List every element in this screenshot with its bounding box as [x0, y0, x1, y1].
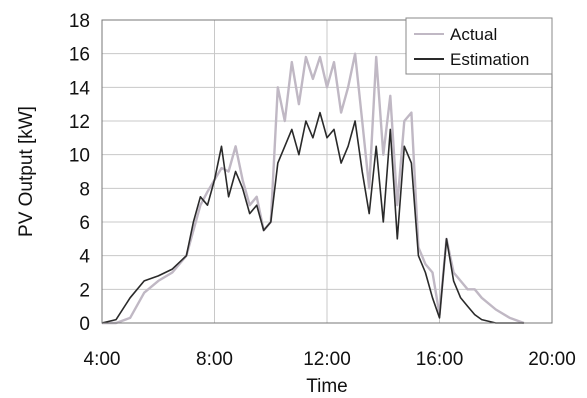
series-line-estimation [101, 111, 524, 324]
legend-box [405, 17, 553, 75]
x-tick-label: 8:00 [196, 349, 233, 370]
legend: Actual Estimation [405, 17, 553, 75]
y-axis-title: PV Output [kW] [16, 106, 37, 237]
x-axis-title: Time [306, 376, 348, 397]
y-tick-label: 12 [69, 112, 90, 133]
y-tick-label: 14 [69, 78, 91, 99]
x-tick-label: 12:00 [303, 349, 351, 370]
legend-label-actual: Actual [450, 25, 497, 44]
y-tick-label: 4 [79, 247, 90, 268]
y-tick-label: 10 [69, 146, 90, 167]
x-tick-labels: 4:00 8:00 12:00 16:00 20:00 [84, 349, 576, 370]
y-tick-label: 18 [69, 11, 90, 32]
x-tick-label: 20:00 [528, 349, 576, 370]
y-tick-label: 2 [79, 280, 90, 301]
legend-label-estimation: Estimation [450, 50, 529, 69]
plot-frame [101, 19, 553, 324]
y-tick-label: 8 [79, 179, 90, 200]
series-layer [101, 52, 525, 325]
y-tick-label: 6 [79, 213, 90, 234]
x-tick-label: 4:00 [84, 349, 121, 370]
x-tick-label: 16:00 [416, 349, 464, 370]
y-tick-label: 0 [79, 314, 90, 335]
y-tick-label: 16 [69, 45, 90, 66]
y-tick-labels: 0 2 4 6 8 10 12 14 16 18 [69, 11, 91, 335]
